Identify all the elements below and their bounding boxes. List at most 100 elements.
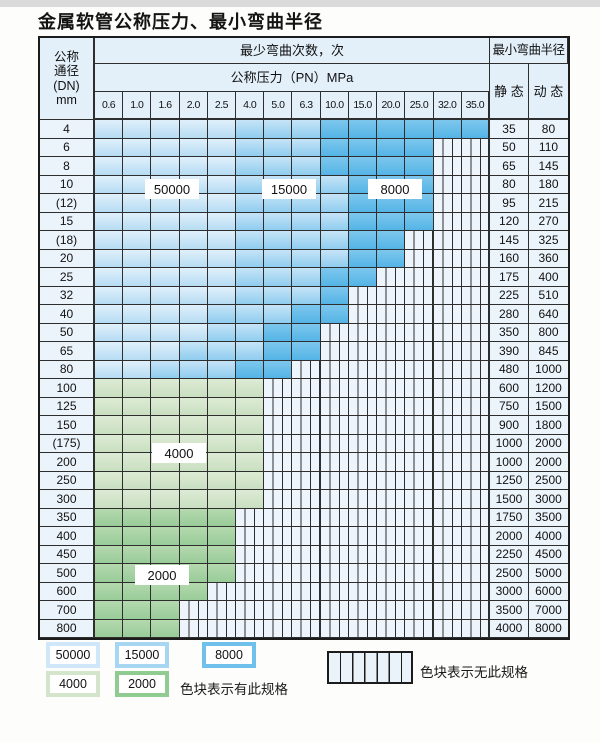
zone-cell (377, 453, 406, 472)
legend-no-spec-swatch (327, 651, 413, 684)
zone-cell (461, 194, 490, 213)
zone-cell (123, 249, 152, 268)
zone-cell (179, 212, 208, 231)
static-radius-cell: 145 (489, 231, 529, 250)
legend-swatch-label: 8000 (206, 646, 252, 664)
dn-cell: 8 (40, 157, 95, 176)
zone-cell (151, 323, 180, 342)
legend-swatch-label: 50000 (50, 646, 96, 664)
zone-cell (377, 157, 406, 176)
zone-cell (461, 268, 490, 287)
dynamic-radius-cell: 845 (528, 342, 568, 361)
zone-cell (461, 286, 490, 305)
zone-cell (405, 157, 434, 176)
dn-cell: (18) (40, 231, 95, 250)
zone-cell (348, 564, 378, 583)
zone-cell (433, 157, 462, 176)
zone-cell (179, 323, 208, 342)
zone-cell (292, 342, 321, 361)
zone-cell (123, 286, 152, 305)
zone-cell (207, 231, 237, 250)
zone-cell (433, 416, 462, 435)
zone-cell (292, 619, 321, 638)
static-radius-cell: 2000 (489, 527, 529, 546)
zone-cell (264, 601, 293, 620)
legend-no-spec-text: 色块表示无此规格 (420, 665, 528, 680)
zone-cell (236, 120, 265, 139)
zone-cell (95, 360, 124, 379)
zone-cell (320, 397, 349, 416)
zone-cell (348, 508, 378, 527)
zone-cell (320, 212, 349, 231)
zone-cell (95, 157, 124, 176)
zone-cell (151, 508, 180, 527)
zone-cell (95, 323, 124, 342)
zone-cell (179, 397, 208, 416)
pressure-col-header: 10.0 (320, 92, 349, 120)
zone-cell (461, 138, 490, 157)
zone-cell (123, 305, 152, 324)
dynamic-radius-cell: 7000 (528, 601, 568, 620)
zone-cell (377, 397, 406, 416)
zone-cell (264, 416, 293, 435)
zone-cell (348, 416, 378, 435)
zone-cell (377, 434, 406, 453)
zone-cell (433, 231, 462, 250)
zone-cell (348, 286, 378, 305)
dynamic-radius-cell: 510 (528, 286, 568, 305)
dynamic-radius-cell: 1500 (528, 397, 568, 416)
zone-cell (433, 397, 462, 416)
zone-cell (433, 545, 462, 564)
dn-cell: 450 (40, 545, 95, 564)
zone-cell (433, 453, 462, 472)
zone-cell (95, 379, 124, 398)
zone-cell (461, 175, 490, 194)
zone-cell (320, 434, 349, 453)
zone-cell (123, 490, 152, 509)
zone-cell (95, 212, 124, 231)
dynamic-radius-cell: 1200 (528, 379, 568, 398)
zone-cell (433, 175, 462, 194)
zone-cell (377, 305, 406, 324)
dynamic-radius-cell: 215 (528, 194, 568, 213)
zone-cell (179, 157, 208, 176)
zone-cell (95, 397, 124, 416)
zone-cell (348, 601, 378, 620)
zone-cell (236, 175, 265, 194)
zone-cell (320, 157, 349, 176)
zone-cell (377, 619, 406, 638)
zone-cell (433, 286, 462, 305)
zone-cell (207, 545, 237, 564)
zone-cell (320, 582, 349, 601)
zone-cell (151, 416, 180, 435)
zone-cell (236, 619, 265, 638)
zone-cell (377, 490, 406, 509)
scan-artifact-band (0, 0, 600, 7)
zone-cell (405, 545, 434, 564)
zone-cell (433, 619, 462, 638)
zone-cell (292, 601, 321, 620)
zone-cell (123, 323, 152, 342)
zone-cell (207, 286, 237, 305)
zone-cell (179, 527, 208, 546)
zone-cell (264, 564, 293, 583)
zone-cell (179, 305, 208, 324)
zone-cell (207, 582, 237, 601)
zone-cell (320, 342, 349, 361)
zone-cell (405, 434, 434, 453)
zone-cell (207, 120, 237, 139)
zone-cell (320, 268, 349, 287)
zone-cell (179, 508, 208, 527)
zone-cell (207, 416, 237, 435)
zone-cell (320, 508, 349, 527)
dn-cell: 400 (40, 527, 95, 546)
zone-cell (207, 157, 237, 176)
zone-cell (236, 360, 265, 379)
zone-cell (236, 323, 265, 342)
zone-cell (405, 471, 434, 490)
zone-cell (292, 360, 321, 379)
zone-cell (264, 157, 293, 176)
zone-cell (377, 601, 406, 620)
zone-cell (236, 157, 265, 176)
static-radius-cell: 750 (489, 397, 529, 416)
